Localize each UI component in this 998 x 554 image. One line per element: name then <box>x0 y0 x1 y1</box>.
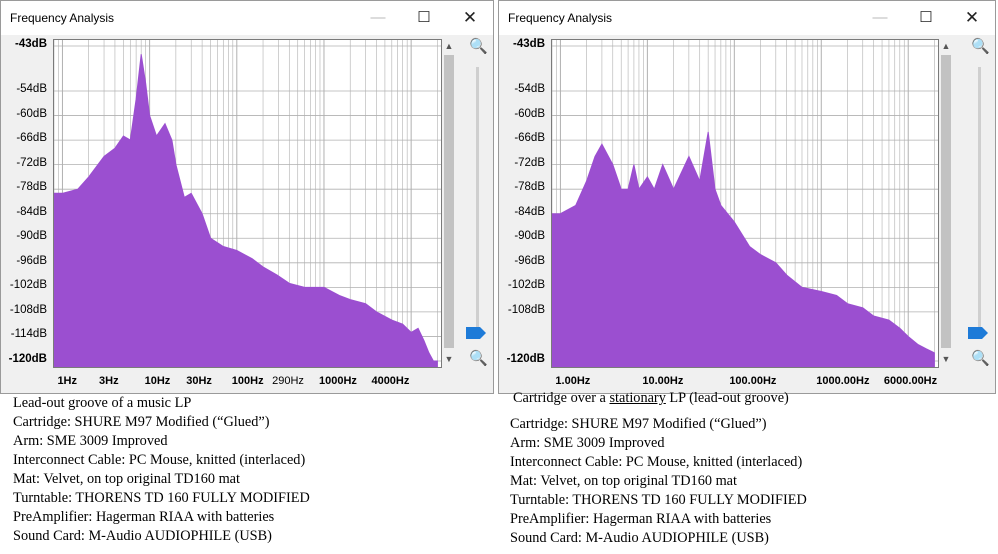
y-tick-label: -102dB <box>507 279 545 292</box>
scroll-down-icon[interactable]: ▼ <box>444 354 454 364</box>
caption-line: Mat: Velvet, on top original TD160 mat <box>510 473 738 489</box>
y-tick-label: -102dB <box>9 279 47 292</box>
caption-title-post: LP (lead-out groove) <box>665 390 789 406</box>
y-tick-label: -72dB <box>16 156 47 169</box>
y-tick-label: -84dB <box>16 205 47 218</box>
y-tick-label: -66dB <box>16 132 47 145</box>
zoom-slider-track[interactable] <box>978 67 981 337</box>
maximize-button[interactable]: ☐ <box>919 9 933 26</box>
scrollbar-thumb[interactable] <box>941 55 951 348</box>
caption-line: Cartridge: SHURE M97 Modified (“Glued”) <box>13 414 270 430</box>
x-tick-label: 10Hz <box>144 375 171 387</box>
frequency-analysis-window-right: Frequency Analysis — ☐ ✕ -43dB -54dB -60dB… <box>498 0 996 394</box>
zoom-slider-track[interactable] <box>476 67 479 337</box>
y-tick-label: -84dB <box>514 205 545 218</box>
y-tick-label: -78dB <box>16 181 47 194</box>
spectrum-area <box>54 54 438 367</box>
caption-left: Lead-out groove of a music LP Cartridge:… <box>13 394 310 546</box>
title-bar[interactable]: Frequency Analysis — ☐ ✕ <box>1 1 493 35</box>
y-tick-label: -43dB <box>513 38 545 50</box>
scroll-down-icon[interactable]: ▼ <box>941 354 951 364</box>
caption-line: Arm: SME 3009 Improved <box>510 435 665 451</box>
vertical-scrollbar[interactable]: ▲ ▼ <box>939 39 953 366</box>
x-tick-label: 100.00Hz <box>729 375 777 387</box>
scroll-up-icon[interactable]: ▲ <box>941 41 951 51</box>
title-bar[interactable]: Frequency Analysis — ☐ ✕ <box>499 1 995 35</box>
scrollbar-thumb[interactable] <box>444 55 454 348</box>
spectrum-area <box>552 131 935 367</box>
x-tick-label: 6000.00Hz <box>883 375 938 387</box>
spectrum-plot <box>551 39 939 368</box>
y-tick-label: -120dB <box>8 353 47 365</box>
zoom-in-icon[interactable]: 🔍 <box>971 38 990 55</box>
x-tick-label: 1Hz <box>57 375 77 387</box>
vertical-scrollbar[interactable]: ▲ ▼ <box>442 39 456 366</box>
y-tick-label: -108dB <box>9 303 47 316</box>
x-tick-label: 1.00Hz <box>555 375 591 387</box>
caption-right-title: Cartridge over a stationary LP (lead-out… <box>513 389 789 408</box>
zoom-slider-thumb[interactable] <box>466 327 486 339</box>
caption-line: Arm: SME 3009 Improved <box>13 433 168 449</box>
caption-line: Interconnect Cable: PC Mouse, knitted (i… <box>510 454 803 470</box>
frequency-analysis-window-left: Frequency Analysis — ☐ ✕ -43dB -54dB -60dB… <box>0 0 494 394</box>
caption-line: PreAmplifier: Hagerman RIAA with batteri… <box>13 509 275 525</box>
caption-title-underlined: stationary <box>609 390 666 406</box>
x-tick-label: 100Hz <box>231 375 264 387</box>
y-tick-label: -90dB <box>16 230 47 243</box>
caption-line: Sound Card: M-Audio AUDIOPHILE (USB) <box>13 528 272 544</box>
zoom-slider-thumb[interactable] <box>968 327 988 339</box>
spectrum-plot <box>53 39 442 368</box>
caption-line: Turntable: THORENS TD 160 FULLY MODIFIED <box>13 490 310 506</box>
minimize-button[interactable]: — <box>872 9 888 26</box>
y-tick-label: -60dB <box>16 107 47 120</box>
x-tick-label: 1000.00Hz <box>816 375 870 387</box>
y-tick-label: -72dB <box>514 156 545 169</box>
scroll-up-icon[interactable]: ▲ <box>444 41 454 51</box>
caption-line: Turntable: THORENS TD 160 FULLY MODIFIED <box>510 492 807 508</box>
caption-line: PreAmplifier: Hagerman RIAA with batteri… <box>510 511 772 527</box>
x-tick-label: 4000Hz <box>371 375 410 387</box>
maximize-button[interactable]: ☐ <box>417 9 431 26</box>
caption-title: Lead-out groove of a music LP <box>13 395 192 411</box>
caption-line: Sound Card: M-Audio AUDIOPHILE (USB) <box>510 530 769 546</box>
close-button[interactable]: ✕ <box>964 8 980 27</box>
x-tick-label: 30Hz <box>186 375 212 387</box>
x-tick-label: 10.00Hz <box>642 375 684 387</box>
zoom-control: 🔍 🔍 <box>463 37 493 367</box>
caption-line: Cartridge: SHURE M97 Modified (“Glued”) <box>510 416 767 432</box>
caption-line: Mat: Velvet, on top original TD160 mat <box>13 471 241 487</box>
y-tick-label: -66dB <box>514 132 545 145</box>
close-button[interactable]: ✕ <box>462 8 478 27</box>
y-tick-label: -114dB <box>10 328 47 341</box>
zoom-out-icon[interactable]: 🔍 <box>469 350 488 367</box>
x-tick-label: 3Hz <box>99 375 119 387</box>
minimize-button[interactable]: — <box>370 9 386 26</box>
zoom-in-icon[interactable]: 🔍 <box>469 38 488 55</box>
window-title: Frequency Analysis <box>10 11 115 25</box>
y-tick-label: -90dB <box>514 230 545 243</box>
caption-line: Interconnect Cable: PC Mouse, knitted (i… <box>13 452 306 468</box>
caption-title-pre: Cartridge over a <box>513 390 610 406</box>
x-tick-label: 1000Hz <box>318 375 357 387</box>
zoom-out-icon[interactable]: 🔍 <box>971 350 990 367</box>
y-tick-label: -60dB <box>514 107 545 120</box>
caption-right: Cartridge: SHURE M97 Modified (“Glued”) … <box>510 415 807 548</box>
zoom-control: 🔍 🔍 <box>965 37 995 367</box>
window-title: Frequency Analysis <box>508 11 613 25</box>
x-tick-label: 290Hz <box>272 375 304 387</box>
y-tick-label: -96dB <box>514 254 545 267</box>
y-tick-label: -54dB <box>514 83 545 95</box>
y-tick-label: -43dB <box>15 38 47 50</box>
y-tick-label: -54dB <box>16 83 47 95</box>
y-tick-label: -108dB <box>507 303 545 316</box>
y-tick-label: -78dB <box>514 181 545 194</box>
y-tick-label: -120dB <box>506 353 545 365</box>
y-tick-label: -96dB <box>16 254 47 267</box>
